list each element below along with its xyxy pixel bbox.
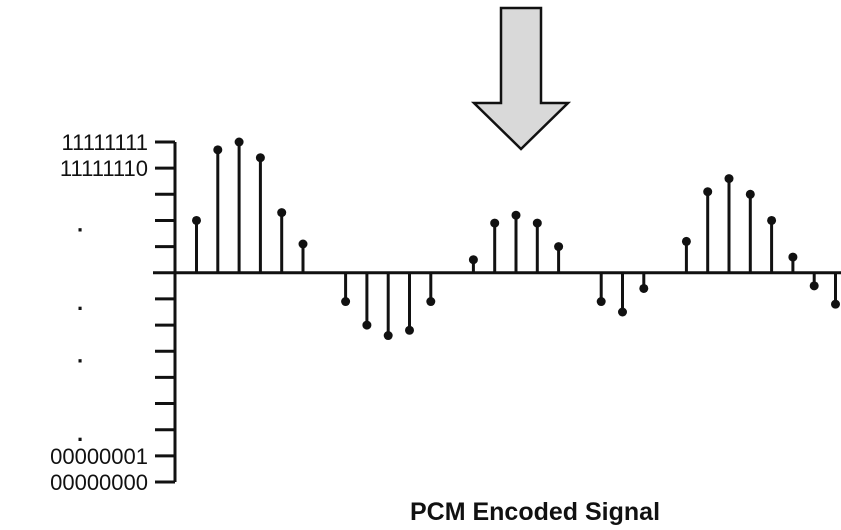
sample-point xyxy=(618,307,627,317)
down-arrow-icon xyxy=(470,6,572,151)
sample-point xyxy=(831,299,840,309)
sample-point xyxy=(724,174,734,184)
sample-point xyxy=(745,189,755,199)
y-axis-code-label: 00000001 xyxy=(50,444,148,469)
sample-point xyxy=(767,215,777,225)
sample-point xyxy=(468,255,478,265)
sample-point xyxy=(681,236,691,246)
sample-point xyxy=(596,297,606,307)
sample-point xyxy=(341,297,351,307)
sample-point xyxy=(213,145,223,155)
sample-point xyxy=(532,218,542,228)
ellipsis-dot: . xyxy=(77,342,83,367)
sample-point xyxy=(788,252,798,262)
sample-point xyxy=(277,208,287,218)
ellipsis-dot: . xyxy=(77,212,83,237)
ellipsis-dot: . xyxy=(77,421,83,446)
sample-point xyxy=(192,215,201,225)
sample-point xyxy=(298,239,308,249)
sample-point xyxy=(255,153,265,163)
y-axis xyxy=(155,140,177,484)
sample-point xyxy=(703,187,713,197)
sample-point xyxy=(809,281,819,291)
sample-point xyxy=(362,320,372,330)
y-axis-code-label: 11111111 xyxy=(62,130,148,155)
sample-point xyxy=(234,137,244,147)
y-axis-code-label: 00000000 xyxy=(50,470,148,495)
sample-stems xyxy=(192,137,840,341)
down-arrow-shape xyxy=(470,6,572,151)
sample-point xyxy=(383,331,393,341)
sample-point xyxy=(511,210,521,220)
sample-point xyxy=(490,218,500,228)
sample-point xyxy=(554,242,564,252)
y-axis-code-label: 11111110 xyxy=(60,156,148,181)
sample-point xyxy=(405,325,414,335)
sample-point xyxy=(639,283,649,293)
ellipsis-dot: . xyxy=(77,290,83,315)
figure-caption: PCM Encoded Signal xyxy=(410,498,660,526)
sample-point xyxy=(426,297,436,307)
